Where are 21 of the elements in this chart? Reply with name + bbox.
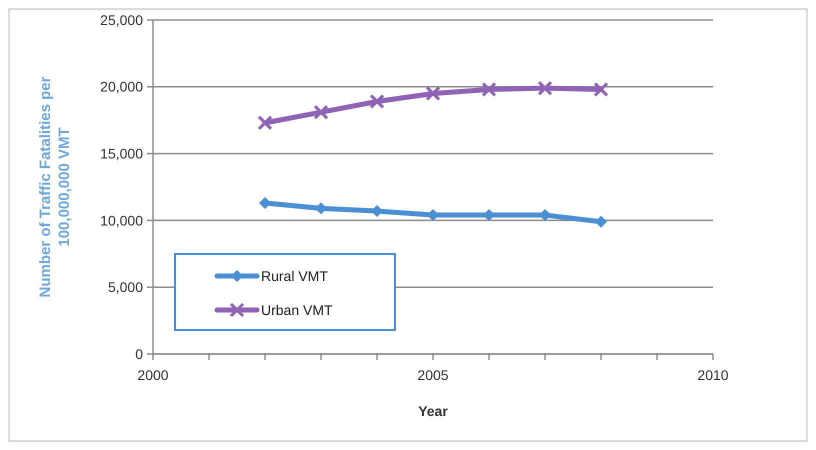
- point: [426, 86, 440, 101]
- point: [594, 82, 608, 97]
- x-tick-label: 2000: [137, 367, 169, 383]
- y-tick-label: 25,000: [100, 12, 144, 28]
- y-tick-label: 15,000: [100, 146, 144, 162]
- point: [370, 94, 384, 109]
- x-tick-label: 2010: [697, 367, 729, 383]
- y-tick-label: 10,000: [100, 212, 144, 228]
- point: [538, 80, 552, 96]
- legend-label: Urban VMT: [261, 302, 334, 318]
- x-tick-label: 2005: [417, 367, 449, 383]
- legend-label: Rural VMT: [261, 268, 328, 284]
- y-tick-label: 0: [135, 346, 144, 362]
- y-tick-label: 20,000: [100, 78, 144, 95]
- point: [314, 104, 328, 120]
- y-tick-label: 5,000: [108, 279, 144, 296]
- x-axis-title: Year: [418, 403, 448, 419]
- point: [595, 216, 607, 228]
- y-axis-title: Number of Traffic Fatalities per 100,000,000 VMT: [37, 76, 73, 298]
- point: [482, 82, 496, 97]
- point: [258, 115, 272, 130]
